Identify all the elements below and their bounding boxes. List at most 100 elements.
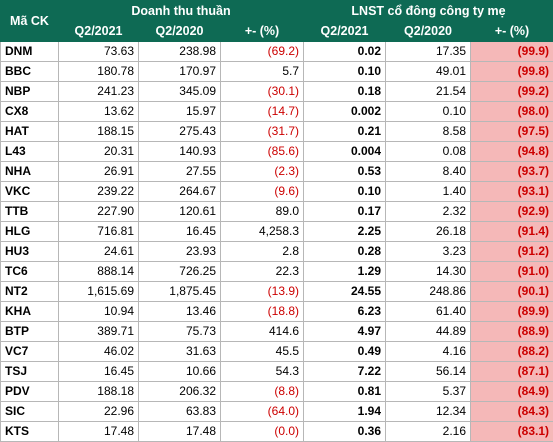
revenue-change-cell: (14.7): [221, 102, 304, 122]
stock-code-cell: DNM: [1, 42, 59, 62]
revenue-q2-2020-cell: 120.61: [139, 202, 221, 222]
revenue-change-cell: 89.0: [221, 202, 304, 222]
stock-code-cell: NBP: [1, 82, 59, 102]
profit-change-cell: (91.2): [471, 242, 553, 262]
profit-change-cell: (97.5): [471, 122, 553, 142]
profit-q2-2020-cell: 8.58: [386, 122, 471, 142]
profit-q2-2020-cell: 12.34: [386, 402, 471, 422]
revenue-q2-2021-cell: 180.78: [59, 62, 139, 82]
profit-q2-2021-cell: 1.94: [304, 402, 386, 422]
stock-code-cell: NT2: [1, 282, 59, 302]
profit-q2-2021-cell: 0.002: [304, 102, 386, 122]
revenue-group-header: Doanh thu thuần: [59, 1, 304, 22]
revenue-change-cell: (2.3): [221, 162, 304, 182]
revenue-change-cell: (31.7): [221, 122, 304, 142]
revenue-q2-2020-cell: 726.25: [139, 262, 221, 282]
revenue-q2-2020-cell: 17.48: [139, 422, 221, 442]
profit-change-cell: (91.4): [471, 222, 553, 242]
stock-code-cell: NHA: [1, 162, 59, 182]
revenue-change-cell: 54.3: [221, 362, 304, 382]
profit-q2-2020-cell: 0.08: [386, 142, 471, 162]
stock-code-cell: CX8: [1, 102, 59, 122]
revenue-change-cell: (69.2): [221, 42, 304, 62]
revenue-change-cell: 2.8: [221, 242, 304, 262]
profit-q2-2020-cell: 21.54: [386, 82, 471, 102]
profit-q2-2021-cell: 0.10: [304, 182, 386, 202]
revenue-change-cell: (64.0): [221, 402, 304, 422]
revenue-q2-2021-header: Q2/2021: [59, 22, 139, 42]
revenue-q2-2021-cell: 16.45: [59, 362, 139, 382]
revenue-change-cell: (9.6): [221, 182, 304, 202]
profit-q2-2021-cell: 0.53: [304, 162, 386, 182]
revenue-q2-2020-cell: 206.32: [139, 382, 221, 402]
profit-change-cell: (84.9): [471, 382, 553, 402]
profit-q2-2021-cell: 0.10: [304, 62, 386, 82]
stock-code-cell: SIC: [1, 402, 59, 422]
profit-q2-2020-cell: 3.23: [386, 242, 471, 262]
revenue-change-cell: (30.1): [221, 82, 304, 102]
stock-code-cell: PDV: [1, 382, 59, 402]
profit-q2-2020-cell: 248.86: [386, 282, 471, 302]
revenue-change-cell: (0.0): [221, 422, 304, 442]
profit-q2-2020-cell: 44.89: [386, 322, 471, 342]
revenue-change-cell: (18.8): [221, 302, 304, 322]
profit-change-cell: (94.8): [471, 142, 553, 162]
revenue-q2-2021-cell: 20.31: [59, 142, 139, 162]
revenue-q2-2021-cell: 22.96: [59, 402, 139, 422]
stock-code-cell: VKC: [1, 182, 59, 202]
revenue-q2-2021-cell: 1,615.69: [59, 282, 139, 302]
revenue-q2-2020-cell: 264.67: [139, 182, 221, 202]
revenue-q2-2020-cell: 13.46: [139, 302, 221, 322]
revenue-q2-2021-cell: 46.02: [59, 342, 139, 362]
profit-q2-2021-cell: 2.25: [304, 222, 386, 242]
profit-change-cell: (93.7): [471, 162, 553, 182]
revenue-q2-2020-cell: 345.09: [139, 82, 221, 102]
stock-code-cell: KTS: [1, 422, 59, 442]
revenue-change-cell: (85.6): [221, 142, 304, 162]
stock-code-cell: TC6: [1, 262, 59, 282]
revenue-change-cell: 22.3: [221, 262, 304, 282]
profit-q2-2021-cell: 0.02: [304, 42, 386, 62]
revenue-change-cell: (13.9): [221, 282, 304, 302]
profit-change-cell: (99.2): [471, 82, 553, 102]
profit-q2-2021-cell: 1.29: [304, 262, 386, 282]
revenue-q2-2020-cell: 1,875.45: [139, 282, 221, 302]
profit-q2-2020-cell: 17.35: [386, 42, 471, 62]
profit-change-cell: (90.1): [471, 282, 553, 302]
profit-q2-2021-cell: 24.55: [304, 282, 386, 302]
revenue-q2-2021-cell: 227.90: [59, 202, 139, 222]
stock-code-cell: L43: [1, 142, 59, 162]
revenue-q2-2020-cell: 75.73: [139, 322, 221, 342]
profit-q2-2021-cell: 0.81: [304, 382, 386, 402]
profit-q2-2020-cell: 2.16: [386, 422, 471, 442]
profit-q2-2020-cell: 56.14: [386, 362, 471, 382]
stock-code-cell: BBC: [1, 62, 59, 82]
profit-q2-2021-cell: 0.36: [304, 422, 386, 442]
revenue-q2-2021-cell: 13.62: [59, 102, 139, 122]
profit-q2-2021-cell: 7.22: [304, 362, 386, 382]
revenue-q2-2020-cell: 140.93: [139, 142, 221, 162]
revenue-change-header: +- (%): [221, 22, 304, 42]
revenue-q2-2020-cell: 23.93: [139, 242, 221, 262]
profit-q2-2020-cell: 1.40: [386, 182, 471, 202]
profit-q2-2021-cell: 0.004: [304, 142, 386, 162]
profit-group-header: LNST cổ đông công ty mẹ: [304, 1, 553, 22]
profit-q2-2020-cell: 61.40: [386, 302, 471, 322]
revenue-q2-2020-cell: 10.66: [139, 362, 221, 382]
profit-q2-2020-cell: 5.37: [386, 382, 471, 402]
profit-q2-2021-cell: 0.21: [304, 122, 386, 142]
revenue-q2-2020-cell: 238.98: [139, 42, 221, 62]
profit-q2-2021-cell: 6.23: [304, 302, 386, 322]
profit-change-cell: (87.1): [471, 362, 553, 382]
profit-change-cell: (92.9): [471, 202, 553, 222]
